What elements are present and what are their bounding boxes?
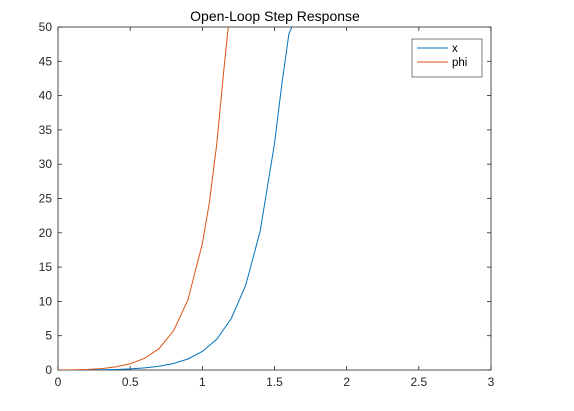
y-tick-label: 20 — [39, 226, 53, 240]
y-tick-label: 25 — [39, 192, 53, 206]
y-tick-label: 5 — [45, 329, 52, 343]
series-lines — [58, 27, 293, 370]
series-line-x — [58, 27, 293, 370]
x-tick-label: 0.5 — [122, 375, 139, 389]
y-tick-label: 0 — [45, 363, 52, 377]
chart-title: Open-Loop Step Response — [190, 8, 360, 24]
x-tick-label: 3 — [488, 375, 495, 389]
legend-box — [411, 38, 483, 78]
y-tick-label: 45 — [39, 54, 53, 68]
series-line-phi — [58, 27, 229, 370]
y-tick-label: 30 — [39, 157, 53, 171]
y-tick-label: 50 — [39, 20, 53, 34]
x-tick-label: 1 — [199, 375, 206, 389]
y-tick-label: 40 — [39, 89, 53, 103]
x-tick-label: 0 — [55, 375, 62, 389]
axes-box — [57, 26, 492, 371]
legend: x phi — [411, 38, 483, 78]
x-tick-label: 1.5 — [266, 375, 283, 389]
y-tick-label: 15 — [39, 260, 53, 274]
y-tick-label: 35 — [39, 123, 53, 137]
x-tick-label: 2.5 — [410, 375, 427, 389]
y-tick-label: 10 — [39, 294, 53, 308]
legend-label-phi: phi — [452, 57, 467, 69]
x-tick-label: 2 — [343, 375, 350, 389]
legend-label-x: x — [452, 43, 458, 55]
